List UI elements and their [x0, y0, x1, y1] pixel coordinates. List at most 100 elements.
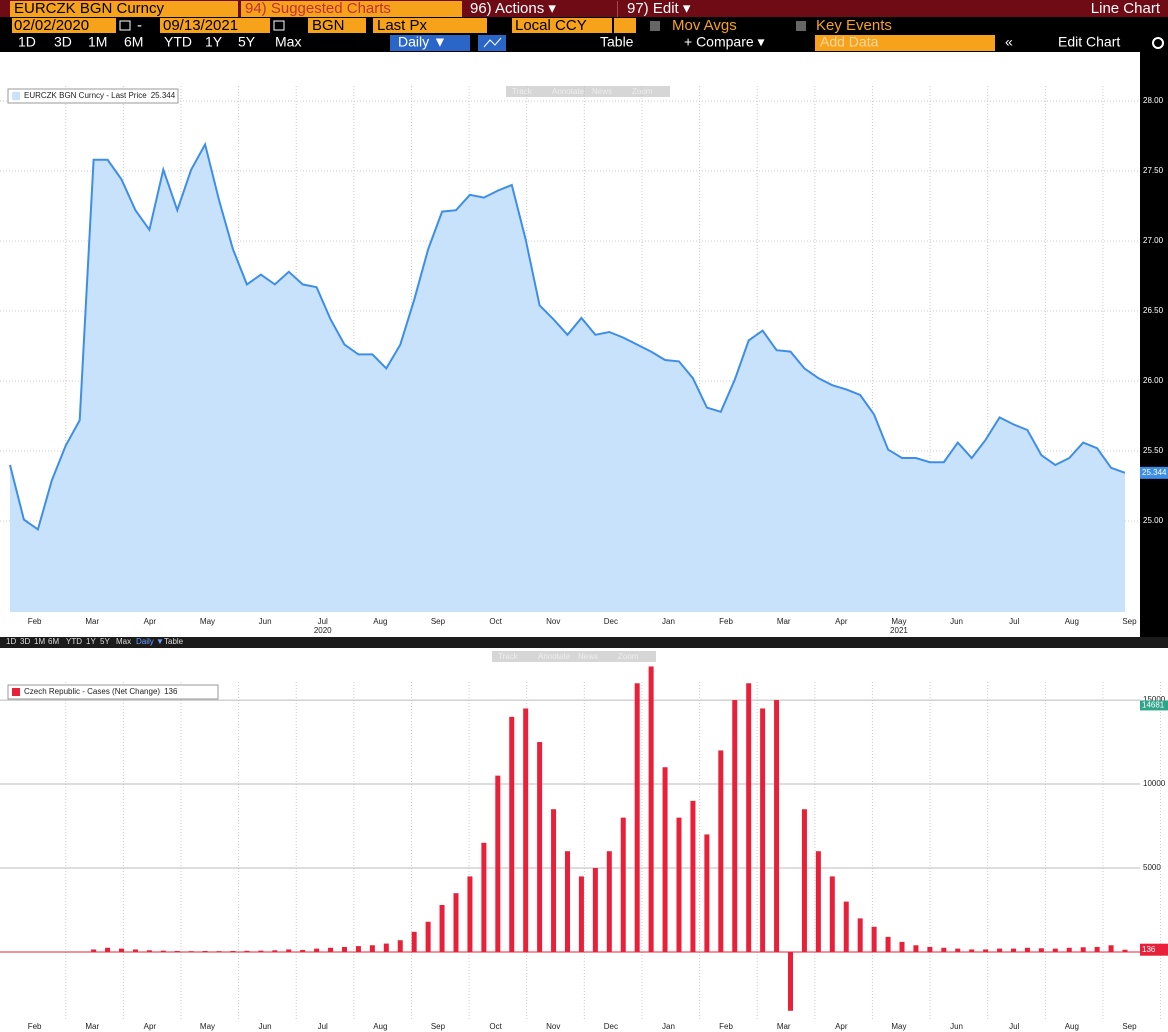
- bar: [397, 940, 403, 952]
- period-button[interactable]: YTD: [164, 34, 192, 50]
- settings-icon[interactable]: [1152, 37, 1164, 49]
- marker-label: 14681: [1142, 701, 1165, 710]
- frequency[interactable]: Daily ▼: [398, 34, 447, 50]
- edit-chart[interactable]: Edit Chart: [1058, 34, 1120, 50]
- x-tick-label: Mar: [85, 1022, 99, 1031]
- period-button[interactable]: 1D: [18, 34, 36, 50]
- actions[interactable]: 96) Actions ▾: [470, 0, 556, 17]
- bar: [132, 949, 138, 952]
- mini-button[interactable]: 3D: [20, 637, 30, 646]
- bar: [829, 876, 835, 952]
- bar: [230, 950, 236, 952]
- security-box[interactable]: [10, 1, 238, 17]
- key-events[interactable]: Key Events: [816, 17, 892, 34]
- mini-button[interactable]: 1D: [6, 637, 16, 646]
- bar: [1122, 949, 1128, 952]
- mini-button[interactable]: 1M: [34, 637, 45, 646]
- field-box[interactable]: [373, 18, 487, 33]
- mini-button[interactable]: 5Y: [100, 637, 110, 646]
- currency[interactable]: Local CCY: [515, 17, 587, 34]
- bar: [634, 683, 640, 952]
- bar: [578, 876, 584, 952]
- period-button[interactable]: 1M: [88, 34, 107, 50]
- mini-button[interactable]: 6M: [48, 637, 59, 646]
- bar: [1052, 948, 1058, 952]
- legend-value: 136: [164, 687, 178, 696]
- overlay-tool[interactable]: Zoom: [632, 87, 653, 96]
- bar: [565, 851, 570, 952]
- mini-button[interactable]: Table: [164, 637, 184, 646]
- security[interactable]: EURCZK BGN Curncy: [14, 0, 165, 17]
- period-button[interactable]: 5Y: [238, 34, 256, 50]
- currency-box[interactable]: [512, 18, 612, 33]
- add-data[interactable]: Add Data: [820, 34, 879, 50]
- mini-button[interactable]: YTD: [66, 637, 82, 646]
- calendar-icon[interactable]: [119, 20, 131, 31]
- bar: [551, 809, 557, 952]
- suggested-box[interactable]: [241, 1, 462, 17]
- bar: [1024, 947, 1030, 952]
- suggested[interactable]: 94) Suggested Charts: [245, 0, 391, 17]
- bar: [105, 947, 111, 952]
- x-tick-label: May: [200, 1022, 215, 1031]
- bar: [606, 851, 612, 952]
- checkbox[interactable]: [650, 21, 660, 31]
- overlay-tool[interactable]: Annotate: [552, 87, 585, 96]
- source-box[interactable]: [308, 18, 366, 33]
- add-data-box[interactable]: [815, 35, 995, 51]
- bar: [843, 901, 849, 952]
- end-box[interactable]: [160, 18, 270, 33]
- overlay-tool[interactable]: News: [592, 87, 612, 96]
- x-tick-label: Mar: [777, 1022, 791, 1031]
- last-value-tag: [1140, 943, 1168, 956]
- end-date[interactable]: 09/13/2021: [163, 17, 238, 34]
- overlay-tool[interactable]: Track: [498, 652, 519, 661]
- period-button[interactable]: Max: [275, 34, 301, 50]
- x-tick-label: Jun: [950, 1022, 963, 1031]
- bar: [258, 950, 264, 952]
- bar: [1094, 946, 1100, 952]
- bar: [369, 945, 375, 952]
- frequency-box[interactable]: [390, 35, 470, 51]
- overlay-tool[interactable]: Track: [512, 87, 533, 96]
- edit[interactable]: 97) Edit ▾: [627, 0, 691, 17]
- currency-drop[interactable]: [614, 18, 636, 33]
- bar: [941, 947, 947, 952]
- period-button[interactable]: 3D: [54, 34, 72, 50]
- x-tick-label: Jun: [259, 1022, 272, 1031]
- line-type[interactable]: [478, 35, 506, 51]
- source[interactable]: BGN: [312, 17, 345, 34]
- x-tick-label: Nov: [546, 1022, 560, 1031]
- x-tick-label: Sep: [431, 617, 446, 626]
- mini-button[interactable]: Max: [116, 637, 131, 646]
- calendar-icon[interactable]: [273, 20, 285, 31]
- overlay-tool[interactable]: Annotate: [538, 652, 571, 661]
- x-tick-label: Jun: [259, 617, 272, 626]
- legend-label: Czech Republic - Cases (Net Change): [24, 687, 160, 696]
- mov-avgs[interactable]: Mov Avgs: [672, 17, 737, 34]
- divider: [617, 1, 618, 17]
- bar: [328, 947, 334, 952]
- start-box[interactable]: [12, 18, 116, 33]
- mini-button[interactable]: 1Y: [86, 637, 96, 646]
- period-button[interactable]: 6M: [124, 34, 143, 50]
- x-tick-label: Aug: [373, 617, 387, 626]
- mini-button[interactable]: Daily ▼: [136, 637, 164, 646]
- bar: [620, 817, 626, 952]
- collapse[interactable]: «: [1005, 34, 1013, 50]
- compare[interactable]: + Compare ▾: [684, 34, 765, 50]
- bar: [188, 951, 194, 952]
- table[interactable]: Table: [600, 34, 634, 50]
- dash: -: [137, 17, 142, 34]
- bar: [453, 893, 459, 952]
- overlay-tool[interactable]: Zoom: [618, 652, 639, 661]
- checkbox[interactable]: [796, 21, 806, 31]
- bar: [481, 842, 487, 952]
- y-tick-label: 25.50: [1143, 446, 1164, 455]
- x-tick-label: Apr: [835, 617, 848, 626]
- period-button[interactable]: 1Y: [205, 34, 223, 50]
- field[interactable]: Last Px: [377, 17, 428, 34]
- start-date[interactable]: 02/02/2020: [14, 17, 89, 34]
- overlay-tool[interactable]: News: [578, 652, 598, 661]
- x-tick-label: Jul: [318, 1022, 328, 1031]
